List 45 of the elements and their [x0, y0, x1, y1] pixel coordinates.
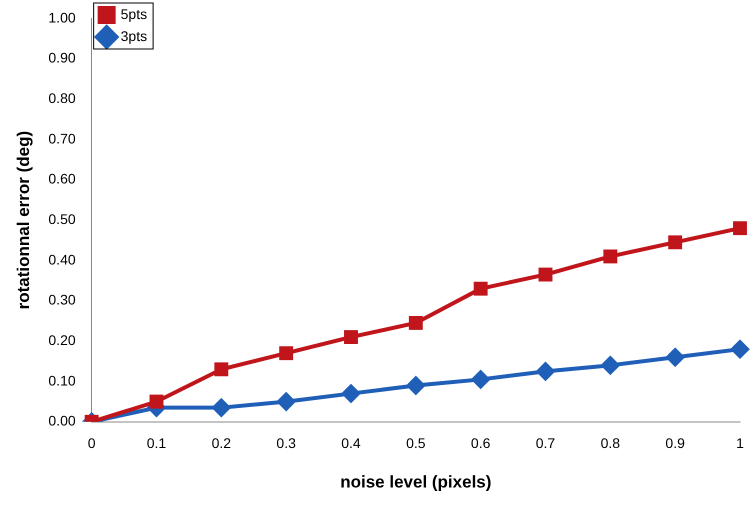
point — [212, 398, 230, 417]
y-tick-label: 0.30 — [48, 292, 76, 308]
x-axis-title: noise level (pixels) — [340, 472, 492, 492]
x-tick-label: 0.4 — [341, 435, 361, 452]
point — [538, 268, 552, 282]
point — [342, 384, 360, 403]
y-tick-label: 0.10 — [48, 372, 76, 388]
y-axis-title: rotationnal error (deg) — [14, 130, 33, 310]
point — [214, 362, 228, 376]
x-tick-label: 0.9 — [665, 435, 686, 452]
point — [279, 346, 294, 360]
y-tick-label: 0.60 — [48, 170, 76, 187]
legend-label: 3pts — [120, 28, 148, 44]
point — [601, 356, 620, 374]
x-tick-label: 1 — [736, 435, 744, 452]
y-tick-label: 0.40 — [48, 251, 76, 268]
point — [408, 316, 423, 330]
y-tick-label: 0.20 — [48, 332, 76, 348]
x-tick-label: 0.5 — [406, 435, 426, 452]
y-tick-label: 0.90 — [48, 50, 76, 66]
x-tick-label: 0.2 — [212, 435, 232, 452]
point — [344, 330, 358, 344]
point — [150, 394, 164, 409]
point — [668, 235, 682, 250]
point — [536, 362, 554, 380]
point — [603, 249, 618, 264]
x-tick-label: 0.7 — [536, 435, 556, 452]
x-tick-label: 0.6 — [470, 435, 491, 452]
legend-label: 5pts — [120, 6, 148, 22]
y-tick-label: 0.00 — [48, 412, 76, 429]
point — [406, 376, 425, 394]
x-tick-label: 0 — [88, 435, 96, 452]
y-tick-label: 0.80 — [48, 90, 76, 106]
x-tick-label: 0.8 — [600, 435, 620, 452]
point — [733, 221, 747, 236]
point — [731, 340, 749, 358]
point — [472, 370, 490, 388]
x-tick-label: 0.1 — [146, 435, 166, 452]
point — [666, 348, 684, 366]
x-tick-label: 0.3 — [276, 435, 296, 452]
y-tick-label: 0.70 — [48, 130, 76, 146]
y-tick-label: 1.00 — [48, 9, 76, 26]
point — [277, 392, 296, 411]
y-tick-label: 0.50 — [48, 210, 76, 227]
point — [474, 282, 488, 296]
